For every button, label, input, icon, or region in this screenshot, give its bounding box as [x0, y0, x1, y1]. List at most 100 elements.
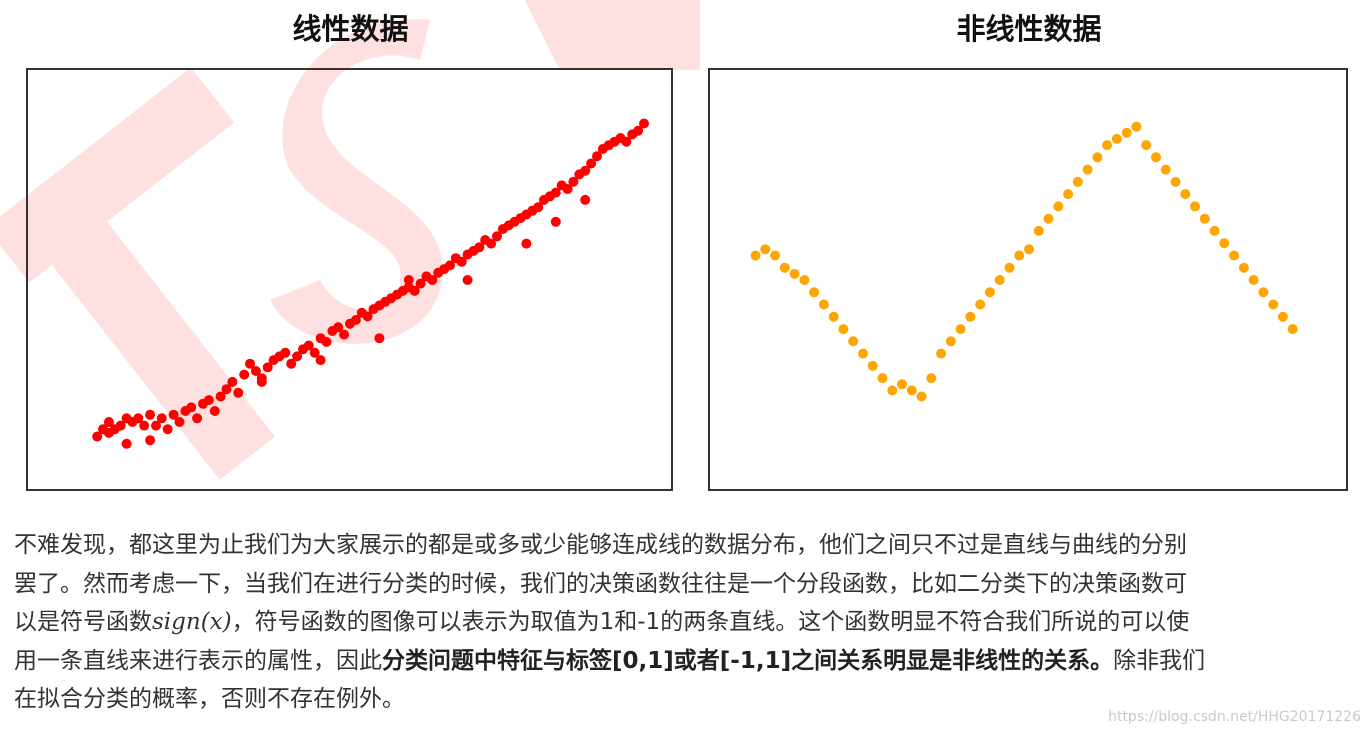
data-point — [486, 238, 497, 249]
chart-title-nonlinear: 非线性数据 — [956, 12, 1102, 46]
data-point — [770, 250, 781, 261]
data-point — [975, 299, 986, 310]
data-point — [145, 409, 156, 420]
data-point — [233, 387, 244, 398]
data-point — [926, 373, 937, 384]
data-point — [1219, 238, 1230, 249]
data-point — [333, 322, 344, 333]
data-point — [156, 413, 167, 424]
data-point — [415, 278, 426, 289]
data-point — [887, 385, 898, 396]
data-point — [1004, 262, 1015, 273]
data-point — [858, 348, 868, 359]
data-point — [639, 118, 649, 129]
data-point — [1033, 225, 1044, 236]
data-point — [203, 395, 214, 406]
data-point — [877, 373, 888, 384]
data-point — [945, 336, 956, 347]
data-point — [779, 262, 790, 273]
data-point — [1151, 152, 1161, 163]
data-point — [1043, 213, 1054, 224]
data-point — [1209, 225, 1220, 236]
data-point — [1082, 164, 1093, 175]
data-point — [151, 420, 161, 431]
data-point — [1258, 287, 1269, 298]
data-point — [1014, 250, 1025, 261]
data-point — [321, 336, 332, 347]
data-point — [1053, 201, 1064, 212]
data-point — [916, 391, 927, 402]
data-point — [227, 376, 238, 387]
data-point — [1199, 213, 1210, 224]
data-point — [374, 333, 385, 344]
paragraph-text: 除非我们 — [1113, 647, 1206, 674]
data-point — [799, 275, 810, 285]
plot-frame — [26, 68, 673, 491]
data-point — [292, 351, 303, 362]
paragraph-text: 用一条直线来进行表示的属性，因此 — [14, 647, 382, 674]
data-point — [994, 275, 1005, 285]
data-point — [828, 311, 839, 322]
data-point — [586, 158, 597, 169]
data-point — [92, 431, 103, 442]
data-point — [168, 409, 179, 420]
data-point — [897, 379, 907, 390]
data-point — [633, 125, 644, 136]
data-point — [145, 435, 156, 446]
data-point — [109, 424, 120, 435]
data-point — [239, 369, 250, 380]
nonlinear-scatter-plot — [708, 68, 1348, 491]
body-paragraph: 不难发现，都这里为止我们为大家展示的都是或多或少能够连成线的数据分布，他们之间只… — [14, 526, 1359, 719]
data-point — [1190, 201, 1200, 212]
data-point — [215, 391, 226, 402]
data-point — [1111, 133, 1122, 144]
data-point — [1131, 121, 1142, 132]
data-point — [492, 231, 502, 242]
paragraph-text: 以是符号函数 — [14, 609, 152, 635]
data-point — [848, 336, 859, 347]
data-point — [98, 424, 108, 435]
data-point — [286, 358, 297, 369]
data-point — [362, 311, 373, 322]
data-point — [474, 242, 485, 253]
data-point — [809, 287, 820, 298]
math-sign-function: sign(x) — [152, 609, 232, 635]
data-point — [533, 202, 544, 213]
data-point — [1072, 176, 1083, 187]
paragraph-line: 以是符号函数sign(x)，符号函数的图像可以表示为取值为1和-1的两条直线。这… — [14, 603, 1359, 642]
data-point — [1141, 140, 1152, 151]
data-point — [303, 340, 314, 351]
data-point — [568, 176, 579, 187]
data-point — [1287, 324, 1298, 335]
data-point — [174, 417, 185, 427]
data-point — [192, 413, 203, 424]
data-point — [462, 275, 473, 285]
data-point — [521, 238, 532, 249]
plot-frame — [708, 68, 1348, 491]
data-point — [250, 366, 261, 376]
data-point — [838, 324, 849, 335]
data-point — [550, 216, 561, 227]
data-point — [256, 376, 267, 387]
data-point — [1063, 189, 1074, 200]
data-point — [133, 413, 144, 424]
linear-scatter-plot — [26, 68, 673, 491]
paragraph-line: 用一条直线来进行表示的属性，因此分类问题中特征与标签[0,1]或者[-1,1]之… — [14, 642, 1359, 681]
data-point — [1160, 164, 1171, 175]
data-point — [1092, 152, 1103, 163]
data-point — [1102, 140, 1113, 151]
data-point — [1268, 299, 1279, 310]
data-point — [315, 355, 326, 366]
data-point — [162, 424, 173, 435]
watermark-url: https://blog.csdn.net/HHG20171226 — [1108, 709, 1361, 725]
data-point — [427, 275, 438, 285]
data-point — [209, 406, 220, 416]
data-point — [456, 256, 467, 267]
data-point — [409, 285, 420, 296]
data-point — [750, 250, 761, 261]
data-point — [789, 268, 800, 279]
data-point — [350, 315, 361, 325]
data-point — [1248, 275, 1259, 285]
data-point — [1170, 176, 1181, 187]
data-point — [1121, 127, 1132, 138]
